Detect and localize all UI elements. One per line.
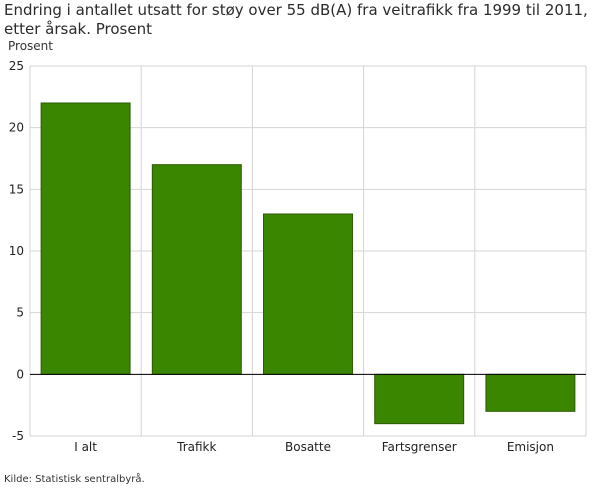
y-tick-label: 15: [9, 182, 24, 196]
source-note: Kilde: Statistisk sentralbyrå.: [4, 474, 145, 485]
y-tick-label: 20: [9, 121, 24, 135]
x-tick-label: Trafikk: [176, 440, 216, 454]
bar-emisjon: [485, 373, 576, 412]
x-tick-labels: I alt Trafikk Bosatte Fartsgrenser Emisjon: [74, 440, 554, 454]
y-tick-label: 5: [16, 306, 24, 320]
x-tick-label: Bosatte: [285, 440, 331, 454]
y-tick-labels: -5 0 5 10 15 20 25: [9, 59, 24, 443]
x-tick-label: Fartsgrenser: [382, 440, 457, 454]
bar-fartsgrenser: [374, 373, 465, 425]
y-tick-label: 25: [9, 59, 24, 73]
bar-bosatte: [263, 213, 353, 375]
x-tick-label: Emisjon: [507, 440, 554, 454]
bar-trafikk: [151, 164, 242, 375]
y-tick-label: 10: [9, 244, 24, 258]
bar-i-alt: [40, 102, 131, 375]
x-tick-label: I alt: [74, 440, 97, 454]
y-tick-label: 0: [16, 367, 24, 381]
bars: [40, 102, 576, 425]
y-axis-unit-label: Prosent: [8, 39, 53, 53]
chart-title: Endring i antallet utsatt for støy over …: [4, 1, 588, 38]
y-tick-label: -5: [12, 429, 24, 443]
